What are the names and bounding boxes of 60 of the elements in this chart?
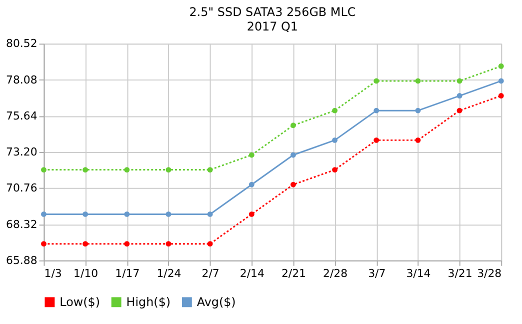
point (248, 152, 254, 158)
point (82, 167, 88, 173)
point (415, 108, 421, 114)
y-tick-label: 68.32 (6, 218, 38, 231)
x-tick-label: 2/7 (202, 266, 220, 280)
chart-subtitle: 2017 Q1 (246, 20, 298, 34)
point (207, 167, 213, 173)
point (207, 211, 213, 217)
point (82, 211, 88, 217)
x-tick-label: 1/10 (74, 266, 98, 280)
point (248, 211, 254, 217)
point (166, 211, 172, 217)
point (124, 211, 130, 217)
point (374, 78, 380, 84)
y-tick-label: 80.52 (6, 37, 38, 50)
x-tick-label: 3/14 (406, 266, 431, 280)
x-tick-label: 2/28 (323, 266, 348, 280)
y-tick-label: 78.08 (6, 73, 38, 86)
point (456, 93, 462, 98)
legend-label: Avg($) (196, 295, 236, 310)
point (374, 108, 380, 114)
point (332, 137, 338, 143)
y-tick-label: 65.88 (6, 254, 38, 267)
point (290, 122, 296, 128)
point (456, 108, 462, 114)
y-tick-label: 73.20 (6, 146, 38, 159)
x-tick-label: 3/28 (477, 266, 502, 280)
point (498, 78, 504, 84)
legend-label: High($) (126, 295, 171, 310)
y-tick-label: 70.76 (6, 182, 38, 195)
x-tick-label: 1/17 (115, 266, 140, 280)
point (374, 137, 380, 143)
point (41, 211, 46, 217)
x-tick-label: 3/7 (368, 266, 386, 280)
x-tick-label: 2/14 (240, 266, 264, 280)
point (498, 93, 504, 98)
point (124, 241, 130, 247)
point (124, 167, 130, 173)
point (166, 167, 172, 173)
point (207, 241, 213, 247)
point (41, 241, 46, 247)
point (332, 167, 338, 173)
point (415, 78, 421, 84)
point (498, 63, 504, 69)
point (332, 108, 338, 114)
point (290, 152, 296, 158)
point (248, 182, 254, 188)
x-tick-label: 1/3 (44, 266, 62, 280)
point (290, 182, 296, 188)
x-tick-label: 1/24 (156, 266, 182, 280)
chart-title: 2.5" SSD SATA3 256GB MLC (189, 4, 356, 19)
x-tick-label: 3/21 (448, 266, 472, 280)
x-tick-label: 2/21 (281, 266, 306, 280)
point (166, 241, 172, 247)
point (415, 137, 421, 143)
legend-label: Low($) (60, 295, 100, 310)
y-tick-label: 75.64 (6, 109, 38, 122)
point (456, 78, 462, 84)
point (41, 167, 46, 173)
point (82, 241, 88, 247)
